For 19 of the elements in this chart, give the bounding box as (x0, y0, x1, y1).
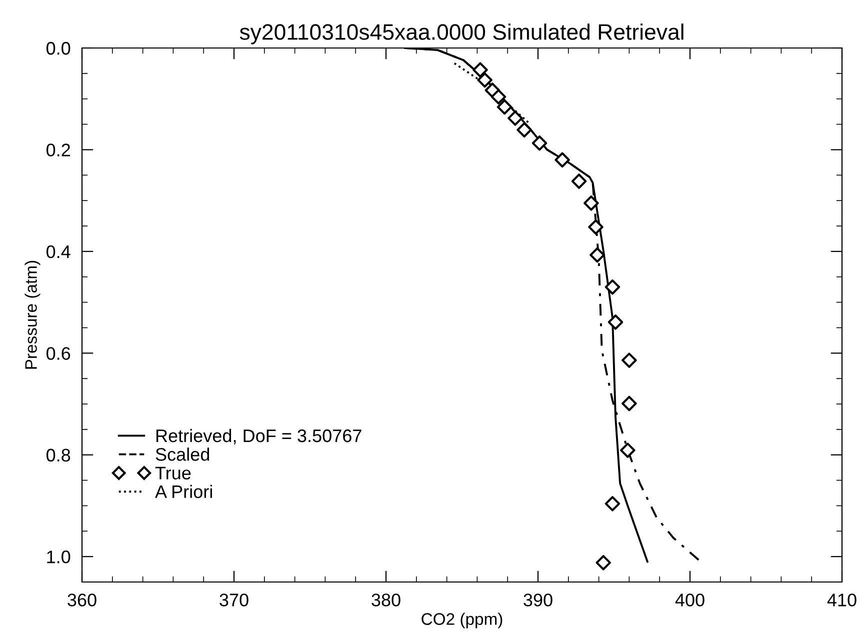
legend-label: Scaled (156, 448, 210, 461)
x-tick-label: 370 (220, 594, 248, 606)
x-tick-label: 360 (68, 594, 96, 606)
y-tick-label: 0.4 (46, 245, 70, 258)
y-tick-label: 1.0 (47, 550, 70, 564)
y-axis-title: Pressure (atm) (24, 260, 40, 369)
legend-label: A Priori (155, 484, 212, 498)
x-tick-label: 380 (372, 594, 400, 606)
x-tick-label: 390 (524, 594, 552, 606)
y-tick-label: 0.6 (46, 347, 70, 360)
y-tick-label: 0.8 (46, 448, 70, 462)
x-tick-label: 400 (675, 594, 704, 606)
x-axis-title: CO2 (ppm) (422, 612, 502, 628)
chart-title: sy20110310s45xaa.0000 Simulated Retrieval (240, 24, 684, 44)
y-tick-label: 0.2 (46, 144, 70, 156)
legend-label: True (155, 466, 191, 480)
y-tick-label: 0.0 (46, 42, 70, 55)
x-tick-label: 410 (827, 594, 856, 606)
legend-label: Retrieved, DoF = 3.50767 (156, 428, 362, 444)
